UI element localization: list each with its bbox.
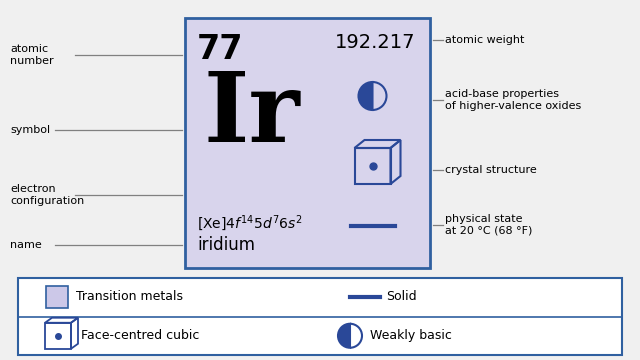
Text: name: name — [10, 240, 42, 250]
Text: atomic weight: atomic weight — [445, 35, 524, 45]
Text: electron
configuration: electron configuration — [10, 184, 84, 206]
Text: Ir: Ir — [203, 68, 300, 162]
Text: atomic
number: atomic number — [10, 44, 54, 66]
Text: Solid: Solid — [386, 291, 417, 303]
Text: $\rm [Xe]4\mathit{f}^{14}5\mathit{d}^76\mathit{s}^2$: $\rm [Xe]4\mathit{f}^{14}5\mathit{d}^76\… — [197, 213, 303, 233]
Bar — [18, 278, 622, 355]
Text: 192.217: 192.217 — [335, 33, 415, 52]
Text: Weakly basic: Weakly basic — [370, 329, 452, 342]
Text: crystal structure: crystal structure — [445, 165, 537, 175]
Wedge shape — [338, 324, 350, 348]
Text: Transition metals: Transition metals — [76, 291, 183, 303]
Text: Face-centred cubic: Face-centred cubic — [81, 329, 200, 342]
Text: symbol: symbol — [10, 125, 50, 135]
Text: acid-base properties
of higher-valence oxides: acid-base properties of higher-valence o… — [445, 89, 581, 111]
Text: iridium: iridium — [197, 236, 255, 254]
Text: 77: 77 — [197, 33, 243, 66]
Text: physical state
at 20 °C (68 °F): physical state at 20 °C (68 °F) — [445, 214, 532, 236]
Bar — [46, 286, 68, 308]
Wedge shape — [358, 82, 372, 110]
Bar — [185, 18, 430, 268]
